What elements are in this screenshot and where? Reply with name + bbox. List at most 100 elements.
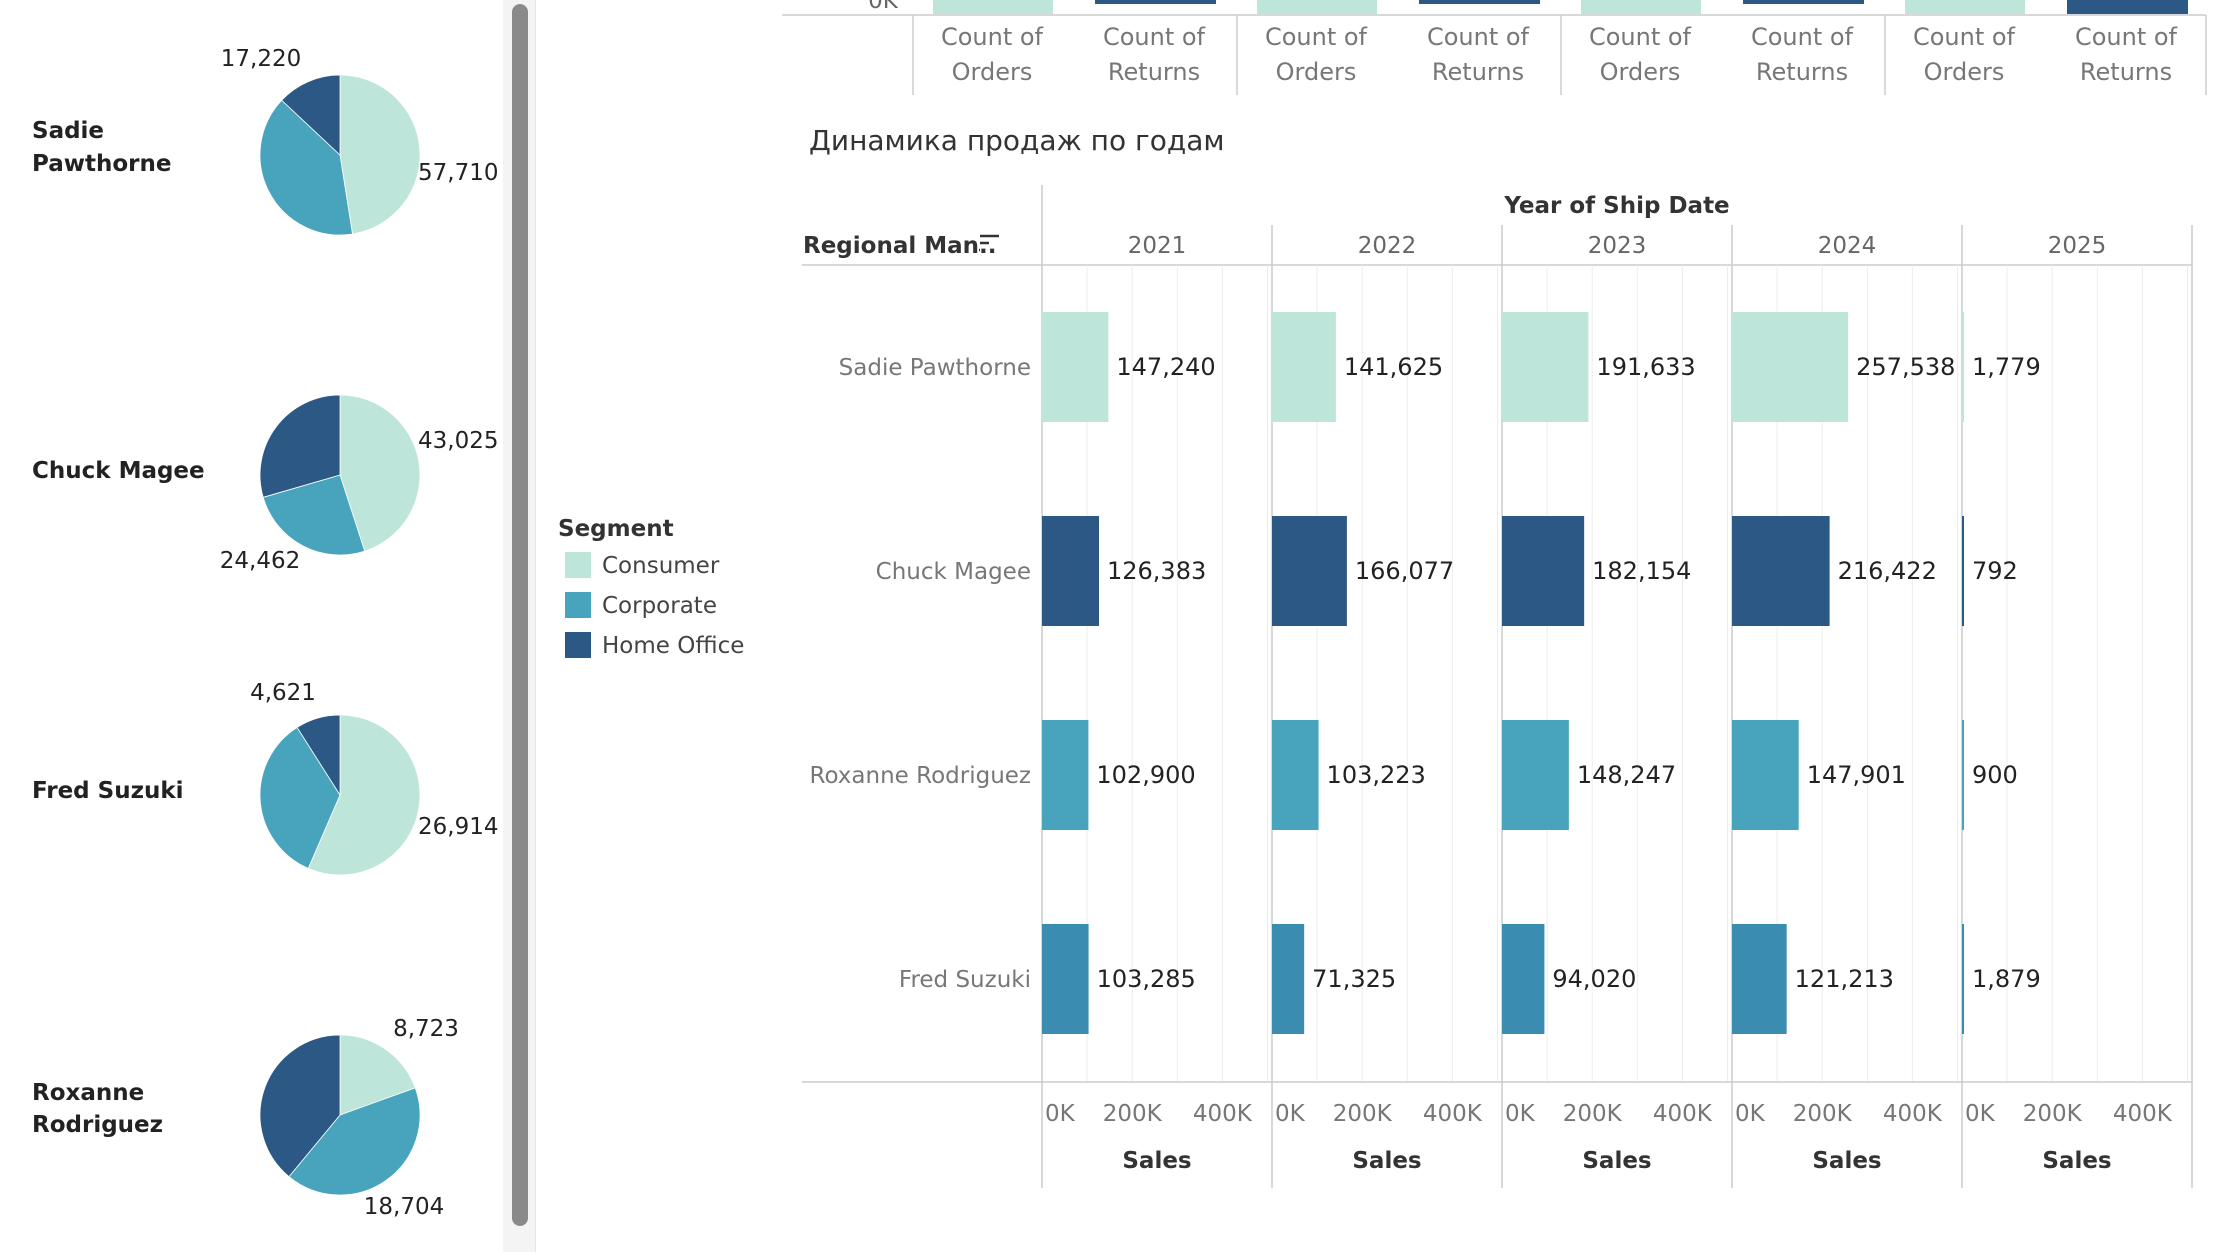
pie-slice-home-office [259, 1034, 341, 1178]
top-count-strip: 0K Count of Orders Count of Returns Count of O… [782, 0, 2207, 95]
sales-bar [1502, 924, 1545, 1034]
top-strip-header: Orders [1276, 58, 1357, 86]
x-tick-label: 400K [1653, 1101, 1713, 1127]
sales-data-label: 141,625 [1344, 353, 1443, 381]
x-tick-label: 200K [2023, 1101, 2083, 1127]
pie-slice-corporate [259, 99, 353, 236]
sales-data-label: 792 [1972, 557, 2018, 585]
pie-slice-consumer [307, 714, 421, 876]
top-strip-header: Count of [2075, 23, 2178, 51]
top-strip-header: Count of [1589, 23, 1692, 51]
sales-data-label: 182,154 [1592, 557, 1691, 585]
pie-slice-consumer [339, 394, 421, 552]
x-tick-label: 0K [1045, 1101, 1076, 1127]
sales-bar [1732, 924, 1787, 1034]
x-tick-label: 0K [1735, 1101, 1766, 1127]
pie-slice-corporate [262, 474, 366, 556]
x-tick-label: 400K [1883, 1101, 1943, 1127]
pie-slice-home-office [281, 74, 341, 156]
sales-data-label: 166,077 [1355, 557, 1454, 585]
x-tick-label: 0K [1505, 1101, 1536, 1127]
sort-icon[interactable] [979, 234, 999, 252]
pie-value-label: 57,710 [418, 160, 498, 186]
sales-data-label: 257,538 [1856, 353, 1955, 381]
sales-by-year-chart: Динамика продаж по годам Year of Ship Dat… [802, 124, 2193, 1188]
top-strip-header: Count of [1427, 23, 1530, 51]
top-strip-bar [1581, 0, 1701, 14]
sales-bar [1042, 312, 1109, 422]
sales-data-label: 126,383 [1107, 557, 1206, 585]
sales-data-label: 103,285 [1097, 965, 1196, 993]
pie-manager-name: Chuck Magee [32, 458, 205, 484]
pie-manager-name: Rodriguez [32, 1112, 163, 1138]
sales-data-label: 148,247 [1577, 761, 1676, 789]
row-label: Chuck Magee [876, 559, 1031, 585]
sales-bar [1732, 516, 1830, 626]
x-tick-label: 200K [1563, 1101, 1623, 1127]
sales-data-label: 1,879 [1972, 965, 2041, 993]
sales-bar [1042, 924, 1089, 1034]
x-tick-label: 0K [1965, 1101, 1996, 1127]
sales-data-label: 191,633 [1596, 353, 1695, 381]
top-strip-bar [933, 0, 1053, 14]
sales-bar [1272, 720, 1319, 830]
pie-slice-home-office [296, 714, 341, 797]
legend-title: Segment [558, 516, 674, 542]
x-axis-title: Sales [1122, 1148, 1191, 1174]
pie-slice-home-office [259, 394, 341, 498]
scroll-area-right-border [535, 0, 536, 1252]
sales-bar [1962, 312, 1964, 422]
sales-data-label: 94,020 [1552, 965, 1636, 993]
x-axis-title: Sales [1812, 1148, 1881, 1174]
pie-manager-name: Pawthorne [32, 151, 172, 177]
year-header: 2022 [1358, 233, 1417, 259]
top-strip-bar [1095, 0, 1216, 4]
pie-manager-name: Sadie [32, 118, 104, 144]
pie-value-label: 17,220 [221, 46, 301, 72]
column-header-title: Year of Ship Date [1503, 193, 1729, 219]
sales-bar [1272, 924, 1305, 1034]
sales-data-label: 121,213 [1795, 965, 1894, 993]
sales-bar [1502, 516, 1585, 626]
sales-data-label: 900 [1972, 761, 2018, 789]
sales-data-label: 71,325 [1312, 965, 1396, 993]
top-strip-bar [1257, 0, 1377, 14]
top-strip-header: Count of [1265, 23, 1368, 51]
year-header: 2024 [1818, 233, 1877, 259]
top-strip-header: Orders [1924, 58, 2005, 86]
top-strip-header: Returns [1432, 58, 1524, 86]
segment-pie-panel: Sadie Pawthorne 17,220 57,710 Chuck Magee 43,… [32, 46, 498, 1220]
x-tick-label: 0K [1275, 1101, 1306, 1127]
x-tick-label: 400K [1193, 1101, 1253, 1127]
year-header: 2023 [1588, 233, 1647, 259]
x-tick-label: 200K [1333, 1101, 1393, 1127]
top-strip-header: Returns [1756, 58, 1848, 86]
top-strip-header: Returns [2080, 58, 2172, 86]
x-tick-label: 200K [1103, 1101, 1163, 1127]
row-header-title: Regional Man.. [803, 233, 997, 259]
sales-data-label: 102,900 [1096, 761, 1195, 789]
sales-data-label: 103,223 [1327, 761, 1426, 789]
scrollbar-thumb[interactable] [512, 4, 528, 1226]
sales-bar [1962, 720, 1964, 830]
pie-manager-name: Roxanne [32, 1080, 144, 1106]
legend-swatch [565, 632, 591, 658]
pie-value-label: 4,621 [250, 680, 316, 706]
pie-slice-consumer [339, 1034, 416, 1116]
sales-bar [1962, 516, 1964, 626]
pie-slice-corporate [259, 726, 341, 869]
pie-value-label: 24,462 [220, 548, 300, 574]
top-strip-header: Count of [1913, 23, 2016, 51]
pie-value-label: 8,723 [393, 1016, 459, 1042]
pie-manager-name: Fred Suzuki [32, 778, 184, 804]
x-tick-label: 400K [1423, 1101, 1483, 1127]
year-header: 2025 [2048, 233, 2107, 259]
sales-bar [1272, 516, 1347, 626]
legend-swatch [565, 592, 591, 618]
sales-bar [1732, 720, 1799, 830]
sales-bar [1042, 720, 1089, 830]
sales-data-label: 147,901 [1807, 761, 1906, 789]
legend-item-label: Home Office [602, 633, 744, 659]
sales-bar [1962, 924, 1964, 1034]
top-strip-bar [2067, 0, 2188, 14]
